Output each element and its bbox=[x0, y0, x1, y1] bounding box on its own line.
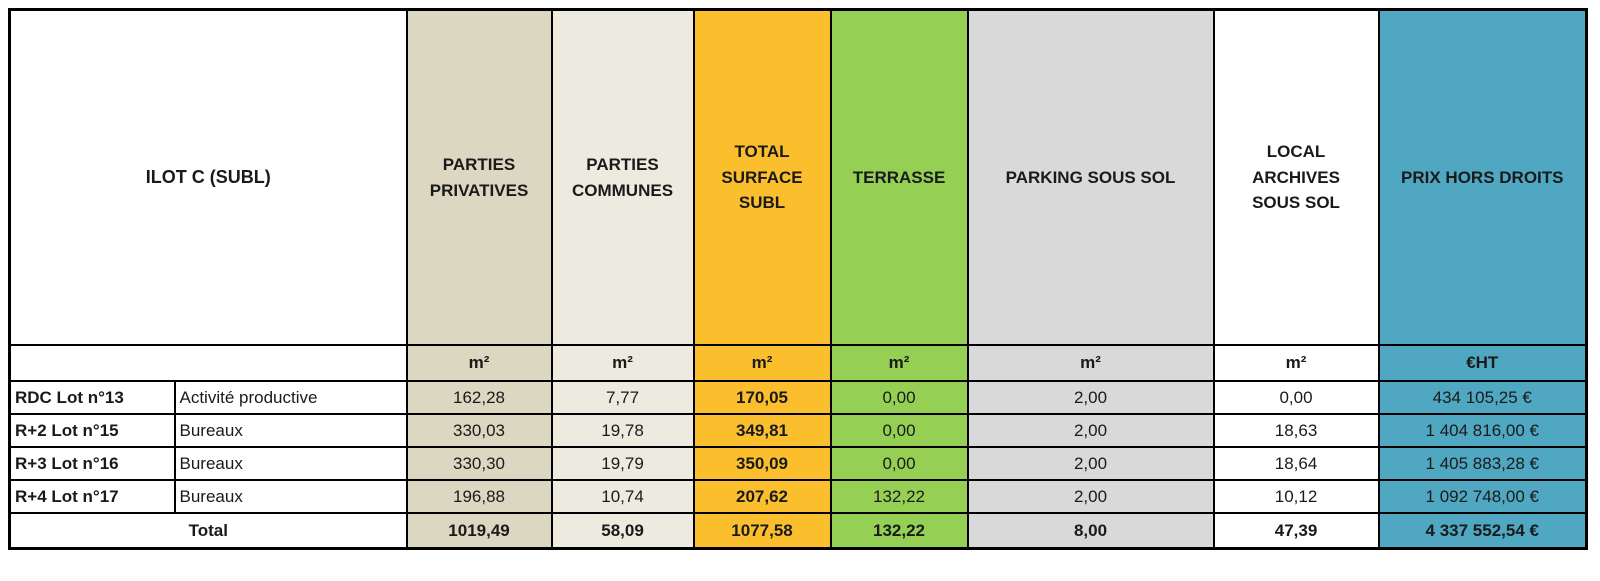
total-terrasse: 132,22 bbox=[829, 512, 969, 550]
total-parties-privatives: 1019,49 bbox=[405, 512, 553, 550]
column-header-parking-sous-sol: PARKING SOUS SOL bbox=[966, 8, 1215, 346]
cell-archives: 0,00 bbox=[1212, 380, 1380, 415]
unit-cell: m² bbox=[829, 344, 969, 382]
column-header-total-surface-subl: TOTAL SURFACE SUBL bbox=[692, 8, 832, 346]
unit-cell: m² bbox=[966, 344, 1215, 382]
table-row: R+3 Lot n°16 Bureaux 330,30 19,79 350,09… bbox=[8, 446, 1588, 481]
total-archives: 47,39 bbox=[1212, 512, 1380, 550]
table-row: RDC Lot n°13 Activité productive 162,28 … bbox=[8, 380, 1588, 415]
cell-parties-communes: 19,78 bbox=[550, 413, 695, 448]
cell-parties-communes: 10,74 bbox=[550, 479, 695, 514]
cell-parking: 2,00 bbox=[966, 446, 1215, 481]
cell-terrasse: 0,00 bbox=[829, 446, 969, 481]
cell-total-surface: 207,62 bbox=[692, 479, 832, 514]
table-title: ILOT C (SUBL) bbox=[8, 8, 408, 346]
unit-cell: m² bbox=[1212, 344, 1380, 382]
cell-parties-privatives: 330,03 bbox=[405, 413, 553, 448]
page: ILOT C (SUBL) PARTIES PRIVATIVES PARTIES… bbox=[8, 8, 1589, 550]
cell-terrasse: 0,00 bbox=[829, 380, 969, 415]
cell-prix: 434 105,25 € bbox=[1377, 380, 1588, 415]
cell-parking: 2,00 bbox=[966, 413, 1215, 448]
lot-type: Bureaux bbox=[173, 479, 408, 514]
cell-parking: 2,00 bbox=[966, 479, 1215, 514]
cell-terrasse: 0,00 bbox=[829, 413, 969, 448]
cell-parties-communes: 19,79 bbox=[550, 446, 695, 481]
units-empty-cell bbox=[8, 344, 408, 382]
total-row: Total 1019,49 58,09 1077,58 132,22 8,00 … bbox=[8, 512, 1588, 550]
cell-parties-communes: 7,77 bbox=[550, 380, 695, 415]
cell-prix: 1 092 748,00 € bbox=[1377, 479, 1588, 514]
cell-parties-privatives: 196,88 bbox=[405, 479, 553, 514]
lot-label: R+3 Lot n°16 bbox=[8, 446, 176, 481]
total-label: Total bbox=[8, 512, 408, 550]
lot-label: R+2 Lot n°15 bbox=[8, 413, 176, 448]
cell-total-surface: 349,81 bbox=[692, 413, 832, 448]
table-row: R+4 Lot n°17 Bureaux 196,88 10,74 207,62… bbox=[8, 479, 1588, 514]
lot-type: Activité productive bbox=[173, 380, 408, 415]
lot-type: Bureaux bbox=[173, 446, 408, 481]
cell-archives: 18,63 bbox=[1212, 413, 1380, 448]
cell-archives: 18,64 bbox=[1212, 446, 1380, 481]
cell-terrasse: 132,22 bbox=[829, 479, 969, 514]
cell-prix: 1 404 816,00 € bbox=[1377, 413, 1588, 448]
cell-total-surface: 170,05 bbox=[692, 380, 832, 415]
cell-prix: 1 405 883,28 € bbox=[1377, 446, 1588, 481]
unit-cell: m² bbox=[550, 344, 695, 382]
lot-label: RDC Lot n°13 bbox=[8, 380, 176, 415]
surface-price-table: ILOT C (SUBL) PARTIES PRIVATIVES PARTIES… bbox=[8, 8, 1589, 550]
total-surface-subl: 1077,58 bbox=[692, 512, 832, 550]
total-parties-communes: 58,09 bbox=[550, 512, 695, 550]
cell-parties-privatives: 162,28 bbox=[405, 380, 553, 415]
header-row: ILOT C (SUBL) PARTIES PRIVATIVES PARTIES… bbox=[8, 8, 1588, 346]
table-row: R+2 Lot n°15 Bureaux 330,03 19,78 349,81… bbox=[8, 413, 1588, 448]
cell-archives: 10,12 bbox=[1212, 479, 1380, 514]
column-header-parties-communes: PARTIES COMMUNES bbox=[550, 8, 695, 346]
unit-cell: €HT bbox=[1377, 344, 1588, 382]
column-header-prix-hors-droits: PRIX HORS DROITS bbox=[1377, 8, 1588, 346]
lot-label: R+4 Lot n°17 bbox=[8, 479, 176, 514]
column-header-local-archives-sous-sol: LOCAL ARCHIVES SOUS SOL bbox=[1212, 8, 1380, 346]
units-row: m² m² m² m² m² m² €HT bbox=[8, 344, 1588, 382]
column-header-terrasse: TERRASSE bbox=[829, 8, 969, 346]
cell-total-surface: 350,09 bbox=[692, 446, 832, 481]
cell-parking: 2,00 bbox=[966, 380, 1215, 415]
column-header-parties-privatives: PARTIES PRIVATIVES bbox=[405, 8, 553, 346]
unit-cell: m² bbox=[405, 344, 553, 382]
total-parking: 8,00 bbox=[966, 512, 1215, 550]
unit-cell: m² bbox=[692, 344, 832, 382]
lot-type: Bureaux bbox=[173, 413, 408, 448]
cell-parties-privatives: 330,30 bbox=[405, 446, 553, 481]
total-prix: 4 337 552,54 € bbox=[1377, 512, 1588, 550]
